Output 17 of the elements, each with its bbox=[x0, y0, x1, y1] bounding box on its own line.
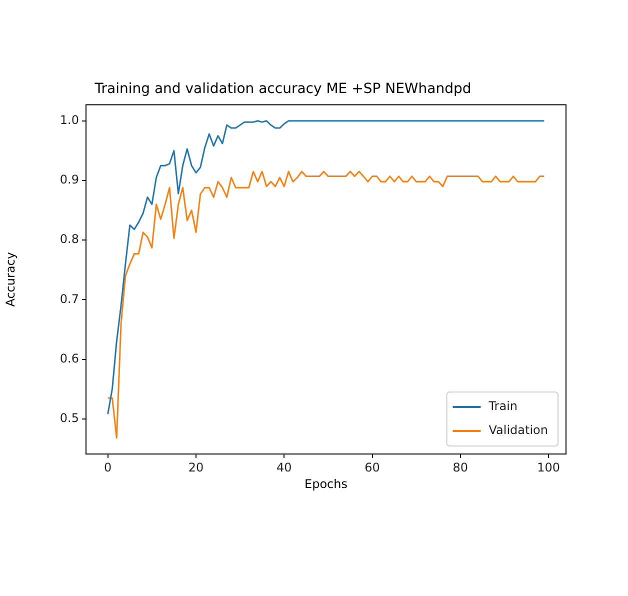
legend-label: Train bbox=[488, 399, 518, 414]
y-tick-label: 0.5 bbox=[60, 410, 79, 425]
y-tick-label: 1.0 bbox=[60, 113, 79, 128]
x-tick-label: 0 bbox=[104, 460, 112, 474]
legend-label: Validation bbox=[488, 423, 548, 438]
y-tick-label: 0.8 bbox=[60, 232, 79, 246]
x-tick-label: 80 bbox=[452, 460, 468, 474]
y-axis-title: Accuracy bbox=[3, 252, 18, 307]
y-tick-label: 0.6 bbox=[60, 351, 79, 366]
x-axis-title: Epochs bbox=[304, 476, 348, 491]
x-tick-label: 60 bbox=[364, 460, 380, 474]
x-tick-label: 100 bbox=[537, 460, 560, 474]
chart-title: Training and validation accuracy ME +SP NEWhandpd bbox=[94, 81, 472, 98]
x-tick-label: 20 bbox=[188, 460, 204, 474]
y-tick-label: 0.9 bbox=[60, 172, 79, 187]
y-tick-label: 0.7 bbox=[60, 292, 79, 306]
x-tick-label: 40 bbox=[276, 460, 292, 474]
